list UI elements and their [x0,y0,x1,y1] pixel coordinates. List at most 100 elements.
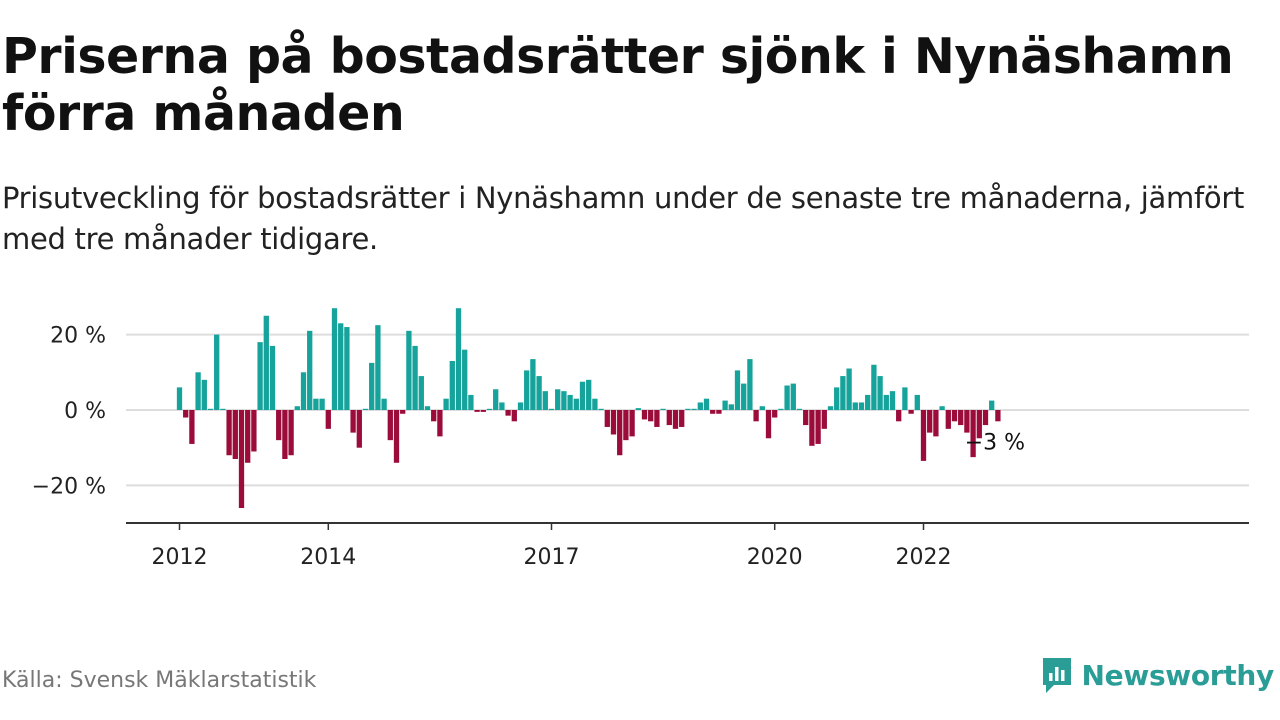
bar [226,410,232,456]
bar [635,408,641,410]
bar [641,410,648,420]
y-tick-label: 20 % [50,324,106,349]
bar [951,410,958,422]
x-tick-label: 2022 [896,545,952,570]
bar [803,410,809,426]
source-note: Källa: Svensk Mäklarstatistik [2,668,317,693]
bar [319,398,325,410]
bar [232,410,238,460]
bar [747,359,753,410]
bar [623,410,629,441]
bar [970,410,976,458]
bar [648,410,654,422]
bar [989,400,995,411]
bar [858,402,865,410]
bar [691,408,697,410]
bar [579,381,586,410]
bar [666,410,672,426]
x-tick-labels: 2012 2014 2017 2020 2022 [152,523,952,570]
bar [288,410,294,456]
bar [189,410,195,444]
bar [834,387,840,410]
bar [269,345,276,410]
newsworthy-logo-icon [1042,658,1071,693]
bar [734,370,741,410]
bar [375,325,381,410]
bar [660,408,666,410]
x-tick-label: 2020 [747,545,803,570]
newsworthy-brand[interactable]: Newsworthy [1040,653,1274,697]
bar [207,408,214,410]
bar [555,389,561,410]
bar [548,408,555,410]
bar [765,410,772,439]
bar [387,410,393,441]
bar [350,410,356,433]
bar [462,349,468,410]
bar [406,330,412,410]
bar [772,410,778,418]
bar [530,359,536,410]
bar [759,406,765,410]
bar [400,410,406,414]
bar [486,408,493,410]
bar [697,402,703,410]
bar [313,398,319,410]
bar [654,410,660,427]
bar [393,410,400,463]
bar [381,398,387,410]
bar [679,410,685,427]
x-tick-label: 2012 [152,545,208,570]
bar [344,327,350,410]
bar [567,394,573,410]
bar [424,406,431,410]
bar [710,410,716,414]
bar [276,410,282,441]
bar [536,376,542,410]
bar [871,364,877,410]
bar [300,372,307,410]
bar [201,379,207,410]
bar [716,410,722,414]
bar [753,410,759,422]
bar [939,406,945,410]
bar [245,410,251,463]
bar [238,410,245,509]
bar [672,410,679,429]
bar [902,387,908,410]
bar [896,410,902,422]
bar [493,389,499,410]
bar [784,385,790,410]
bar [958,410,964,426]
bar [610,410,617,435]
bar [220,408,226,410]
bar [443,398,449,410]
bar [846,368,852,410]
bar [945,410,951,429]
bar [728,404,734,410]
bar [865,394,871,410]
bar [511,410,517,422]
bar [412,345,418,410]
bar [214,334,220,410]
bar [437,410,443,437]
bar [263,315,269,410]
bar [629,410,635,437]
bar [418,376,424,410]
bar [338,323,344,410]
bar [883,394,889,410]
bar [282,410,288,460]
bar [889,391,896,410]
bar [598,408,604,410]
bar [468,394,474,410]
bars [176,308,1001,509]
bar [524,370,530,410]
bar [431,410,437,422]
bar [840,376,846,410]
bar [307,330,313,410]
x-tick-label: 2017 [524,545,580,570]
bar [933,410,939,437]
bar [455,308,462,410]
bar [561,391,567,410]
bar [505,410,511,416]
